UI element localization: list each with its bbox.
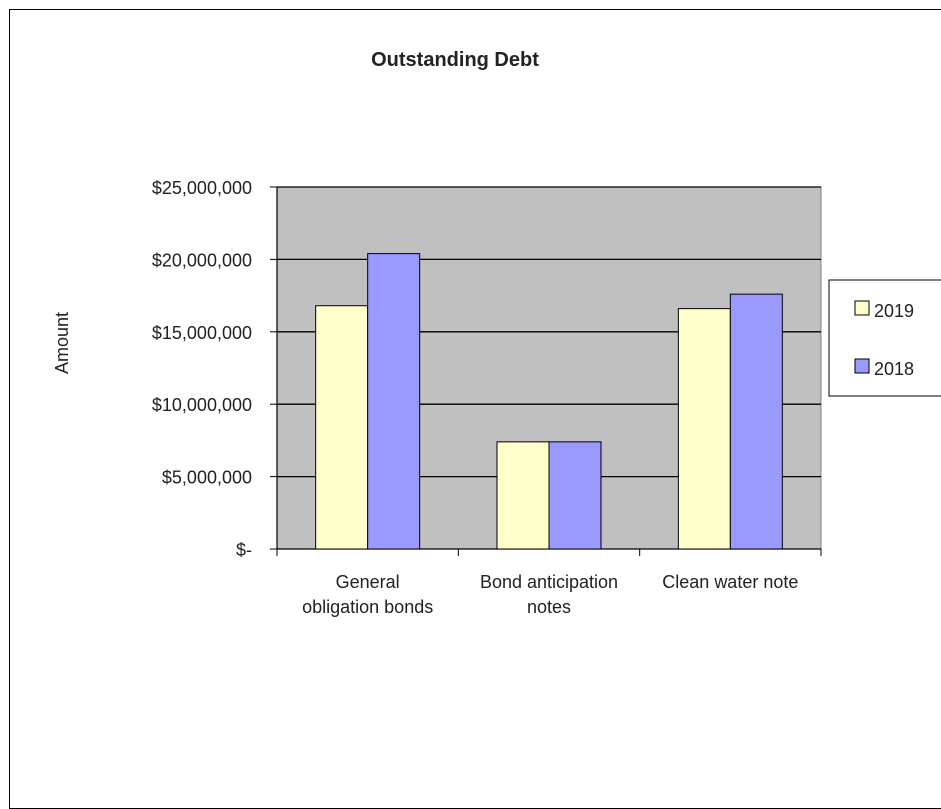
x-tick-label-line: General (336, 572, 400, 592)
bar-2018 (548, 441, 602, 550)
x-tick-label-line: Clean water note (662, 572, 798, 592)
chart-title: Outstanding Debt (371, 49, 539, 71)
x-tick-label-line: Bond anticipation (480, 572, 618, 592)
legend-swatch-2019 (854, 300, 870, 316)
y-tick-label: $20,000,000 (152, 250, 252, 270)
y-tick-label: $25,000,000 (152, 178, 252, 198)
bar-2019 (677, 308, 731, 550)
x-tick-label: Bond anticipation notes (480, 572, 618, 617)
legend-swatch-2018 (854, 358, 870, 374)
bar-2018 (367, 253, 421, 550)
bar-2018 (729, 293, 783, 550)
x-tick-label: Clean water note (662, 572, 798, 592)
legend-box (828, 279, 941, 397)
y-tick-label: $15,000,000 (152, 323, 252, 343)
plot-area: $- $5,000,000 $10,000,000 $15,000,000 $20,00… (152, 178, 822, 617)
bar-2019 (315, 305, 369, 550)
bar-2019 (496, 441, 550, 550)
outstanding-debt-chart: Outstanding Debt Amount $- $5,000,000 $10,… (52, 49, 941, 617)
y-tick-label: $5,000,000 (162, 468, 252, 488)
x-tick-label: General obligation bonds (302, 572, 433, 617)
x-tick-label-line: obligation bonds (302, 597, 433, 617)
y-tick-label: $10,000,000 (152, 395, 252, 415)
y-tick-label: $- (236, 540, 252, 560)
y-axis-label: Amount (52, 312, 72, 374)
legend: 2019 2018 (828, 279, 941, 397)
legend-label-2019: 2019 (874, 301, 914, 321)
x-tick-label-line: notes (527, 597, 571, 617)
legend-label-2018: 2018 (874, 359, 914, 379)
